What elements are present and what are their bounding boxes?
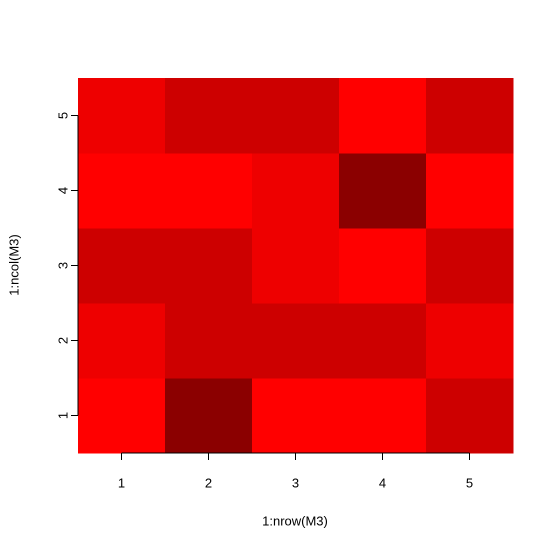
heat-cell [78, 153, 166, 229]
x-axis-label: 1:nrow(M3) [262, 513, 328, 528]
heat-cell [252, 303, 340, 379]
heat-cell [252, 78, 340, 154]
heat-cell [426, 153, 514, 229]
heat-cell [426, 228, 514, 304]
x-tick-label: 1 [118, 475, 125, 490]
y-tick-label: 5 [55, 112, 70, 119]
x-tick-label: 2 [205, 475, 212, 490]
heat-cell [78, 303, 166, 379]
heat-cell [426, 78, 514, 154]
heat-cell [426, 378, 514, 454]
heat-cell [165, 378, 253, 454]
heat-cell [339, 303, 427, 379]
heat-cell [426, 303, 514, 379]
y-tick-label: 1 [55, 412, 70, 419]
heat-cell [339, 378, 427, 454]
heat-cell [339, 78, 427, 154]
heat-cell [165, 153, 253, 229]
heat-cell [165, 228, 253, 304]
heat-cell [252, 228, 340, 304]
heat-cell [339, 228, 427, 304]
x-tick-label: 4 [379, 475, 386, 490]
heat-cell [165, 303, 253, 379]
heat-cell [252, 378, 340, 454]
heat-cell [339, 153, 427, 229]
heat-cell [78, 378, 166, 454]
y-tick-label: 3 [55, 262, 70, 269]
y-tick-label: 4 [55, 187, 70, 194]
heat-cell [78, 78, 166, 154]
heat-cell [252, 153, 340, 229]
heat-cell [165, 78, 253, 154]
heat-cell [78, 228, 166, 304]
y-tick-label: 2 [55, 337, 70, 344]
y-axis-label: 1:ncol(M3) [6, 234, 21, 295]
x-tick-label: 5 [466, 475, 473, 490]
x-tick-label: 3 [292, 475, 299, 490]
